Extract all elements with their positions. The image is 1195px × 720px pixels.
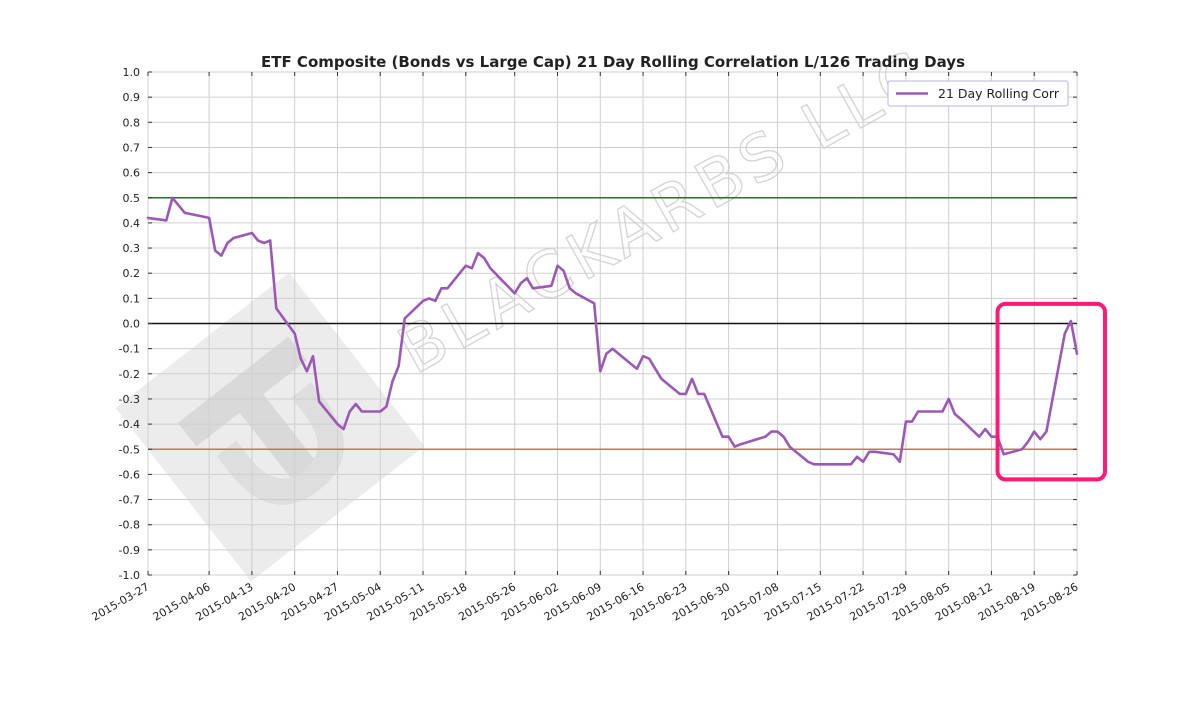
y-tick-label: -0.1 — [119, 343, 140, 356]
x-tick-label: 2015-03-27 — [90, 580, 152, 623]
series-line-rolling-corr — [146, 196, 1079, 466]
y-tick-label: -0.8 — [119, 519, 140, 532]
y-tick-label: -0.5 — [119, 443, 140, 456]
y-tick-label: -0.4 — [119, 418, 140, 431]
y-tick-label: -0.9 — [119, 544, 140, 557]
y-tick-label: -1.0 — [119, 569, 140, 582]
y-tick-label: 0.2 — [123, 267, 141, 280]
watermark-text: BLACKARBS LLC — [387, 36, 943, 389]
highlight-layer — [995, 301, 1108, 482]
logo-watermark — [115, 272, 425, 582]
y-tick-label: 0.6 — [123, 167, 141, 180]
y-tick-label: -0.2 — [119, 368, 140, 381]
y-tick-label: 0.7 — [123, 141, 141, 154]
highlight-box — [995, 301, 1108, 482]
y-tick-label: 0.9 — [123, 91, 141, 104]
y-tick-label: -0.7 — [119, 494, 140, 507]
y-tick-label: 0.1 — [123, 292, 141, 305]
legend-frame — [887, 80, 1069, 107]
y-tick-label: 0.4 — [123, 217, 141, 230]
y-tick-label: -0.3 — [119, 393, 140, 406]
legend: 21 Day Rolling Corr — [887, 80, 1069, 107]
y-tick-label: 0.0 — [123, 318, 141, 331]
chart-title: ETF Composite (Bonds vs Large Cap) 21 Da… — [261, 53, 965, 71]
y-tick-label: -0.6 — [119, 468, 140, 481]
series-layer — [146, 196, 1079, 466]
y-tick-label: 0.3 — [123, 242, 141, 255]
reference-lines — [148, 197, 1077, 450]
legend-label: 21 Day Rolling Corr — [938, 86, 1060, 101]
y-tick-label: 0.8 — [123, 116, 141, 129]
y-tick-label: 1.0 — [123, 66, 141, 79]
y-tick-label: 0.5 — [123, 192, 141, 205]
